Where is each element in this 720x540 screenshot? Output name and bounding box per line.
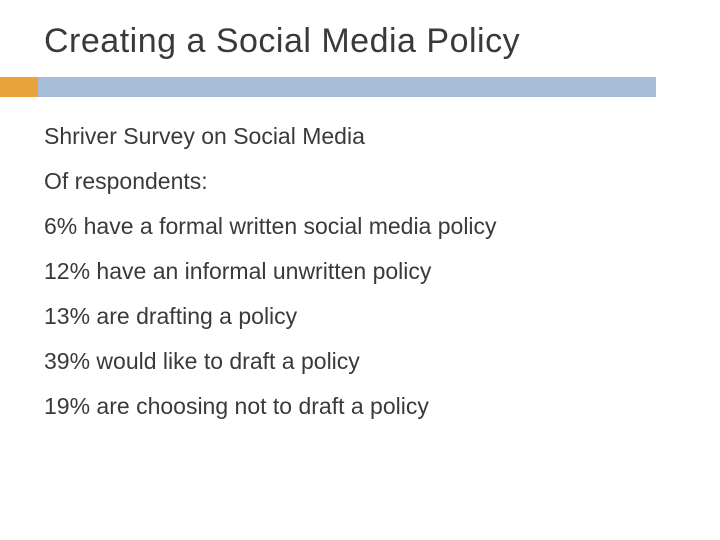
item-text: have an informal unwritten policy (90, 258, 431, 284)
percent-value: 12% (44, 260, 90, 283)
percent-value: 39% (44, 350, 90, 373)
content-area: Shriver Survey on Social Media Of respon… (0, 97, 720, 418)
accent-blue-block (38, 77, 656, 97)
percent-value: 6% (44, 215, 77, 238)
percent-value: 19% (44, 395, 90, 418)
item-text: are choosing not to draft a policy (90, 393, 429, 419)
list-item: 6% have a formal written social media po… (44, 215, 720, 238)
item-text: would like to draft a policy (90, 348, 360, 374)
item-text: are drafting a policy (90, 303, 297, 329)
list-item: 39% would like to draft a policy (44, 350, 720, 373)
item-text: have a formal written social media polic… (77, 213, 496, 239)
percent-value: 13% (44, 305, 90, 328)
list-item: 19% are choosing not to draft a policy (44, 395, 720, 418)
list-item: 12% have an informal unwritten policy (44, 260, 720, 283)
intro-text: Of respondents: (44, 170, 720, 193)
accent-bar (0, 77, 720, 97)
slide-title: Creating a Social Media Policy (0, 0, 720, 77)
accent-orange-block (0, 77, 38, 97)
list-item: 13% are drafting a policy (44, 305, 720, 328)
subtitle-text: Shriver Survey on Social Media (44, 125, 720, 148)
